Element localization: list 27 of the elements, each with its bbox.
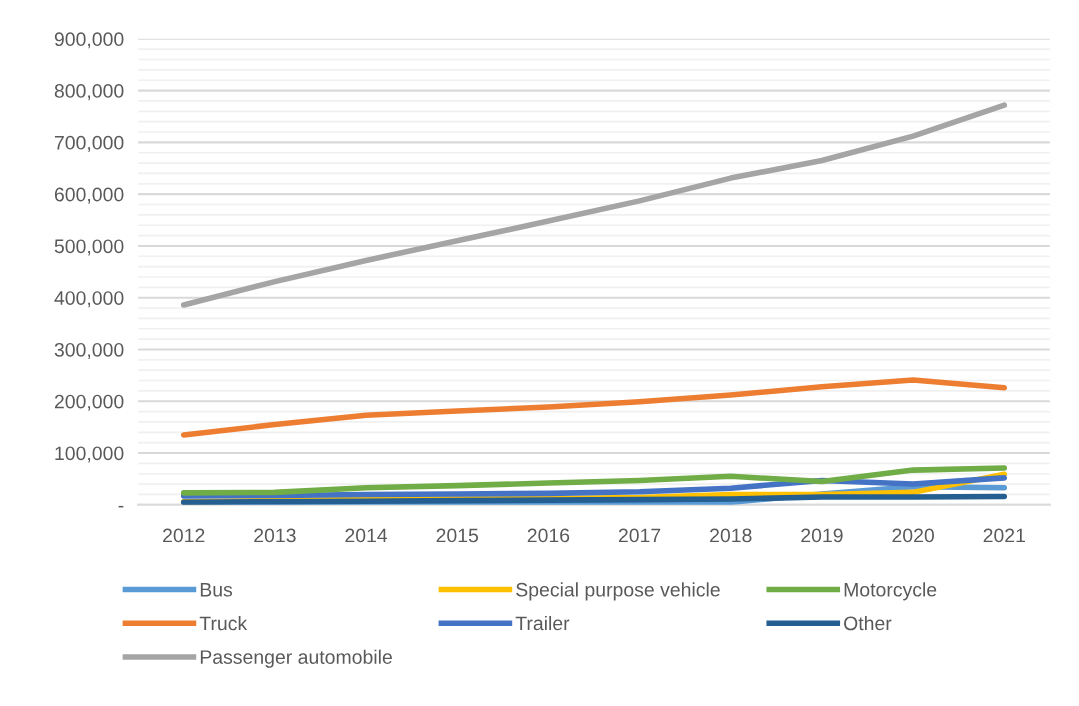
- x-tick-label: 2019: [801, 528, 843, 543]
- legend-label: Truck: [199, 615, 248, 631]
- y-tick-label: 200,000: [54, 394, 124, 411]
- x-tick-label: 2020: [892, 528, 934, 543]
- legend-label: Motorcycle: [844, 582, 937, 601]
- y-tick-label: 700,000: [54, 135, 124, 152]
- x-tick-label: 2017: [618, 528, 661, 543]
- x-tick-label: 2018: [710, 528, 752, 543]
- x-tick-label: 2021: [983, 528, 1025, 543]
- x-tick-label: 2012: [163, 528, 205, 543]
- y-tick-label: 100,000: [55, 446, 124, 463]
- y-tick-label: -: [118, 505, 124, 508]
- y-tick-label: 500,000: [54, 239, 124, 256]
- legend-label: Bus: [200, 583, 233, 597]
- y-tick-label: 300,000: [54, 342, 124, 359]
- legend-label: Special purpose vehicle: [516, 582, 720, 601]
- legend-label: Trailer: [515, 615, 570, 631]
- legend-label: Other: [844, 615, 892, 631]
- y-tick-label: 600,000: [54, 187, 124, 204]
- x-tick-label: 2013: [254, 528, 296, 543]
- x-tick-label: 2015: [436, 528, 479, 543]
- y-tick-label: 400,000: [54, 291, 124, 308]
- legend-label: Passenger automobile: [200, 649, 392, 668]
- x-tick-label: 2016: [527, 528, 570, 543]
- y-tick-label: 800,000: [54, 84, 124, 101]
- y-tick-label: 900,000: [54, 32, 124, 49]
- x-tick-label: 2014: [345, 528, 388, 543]
